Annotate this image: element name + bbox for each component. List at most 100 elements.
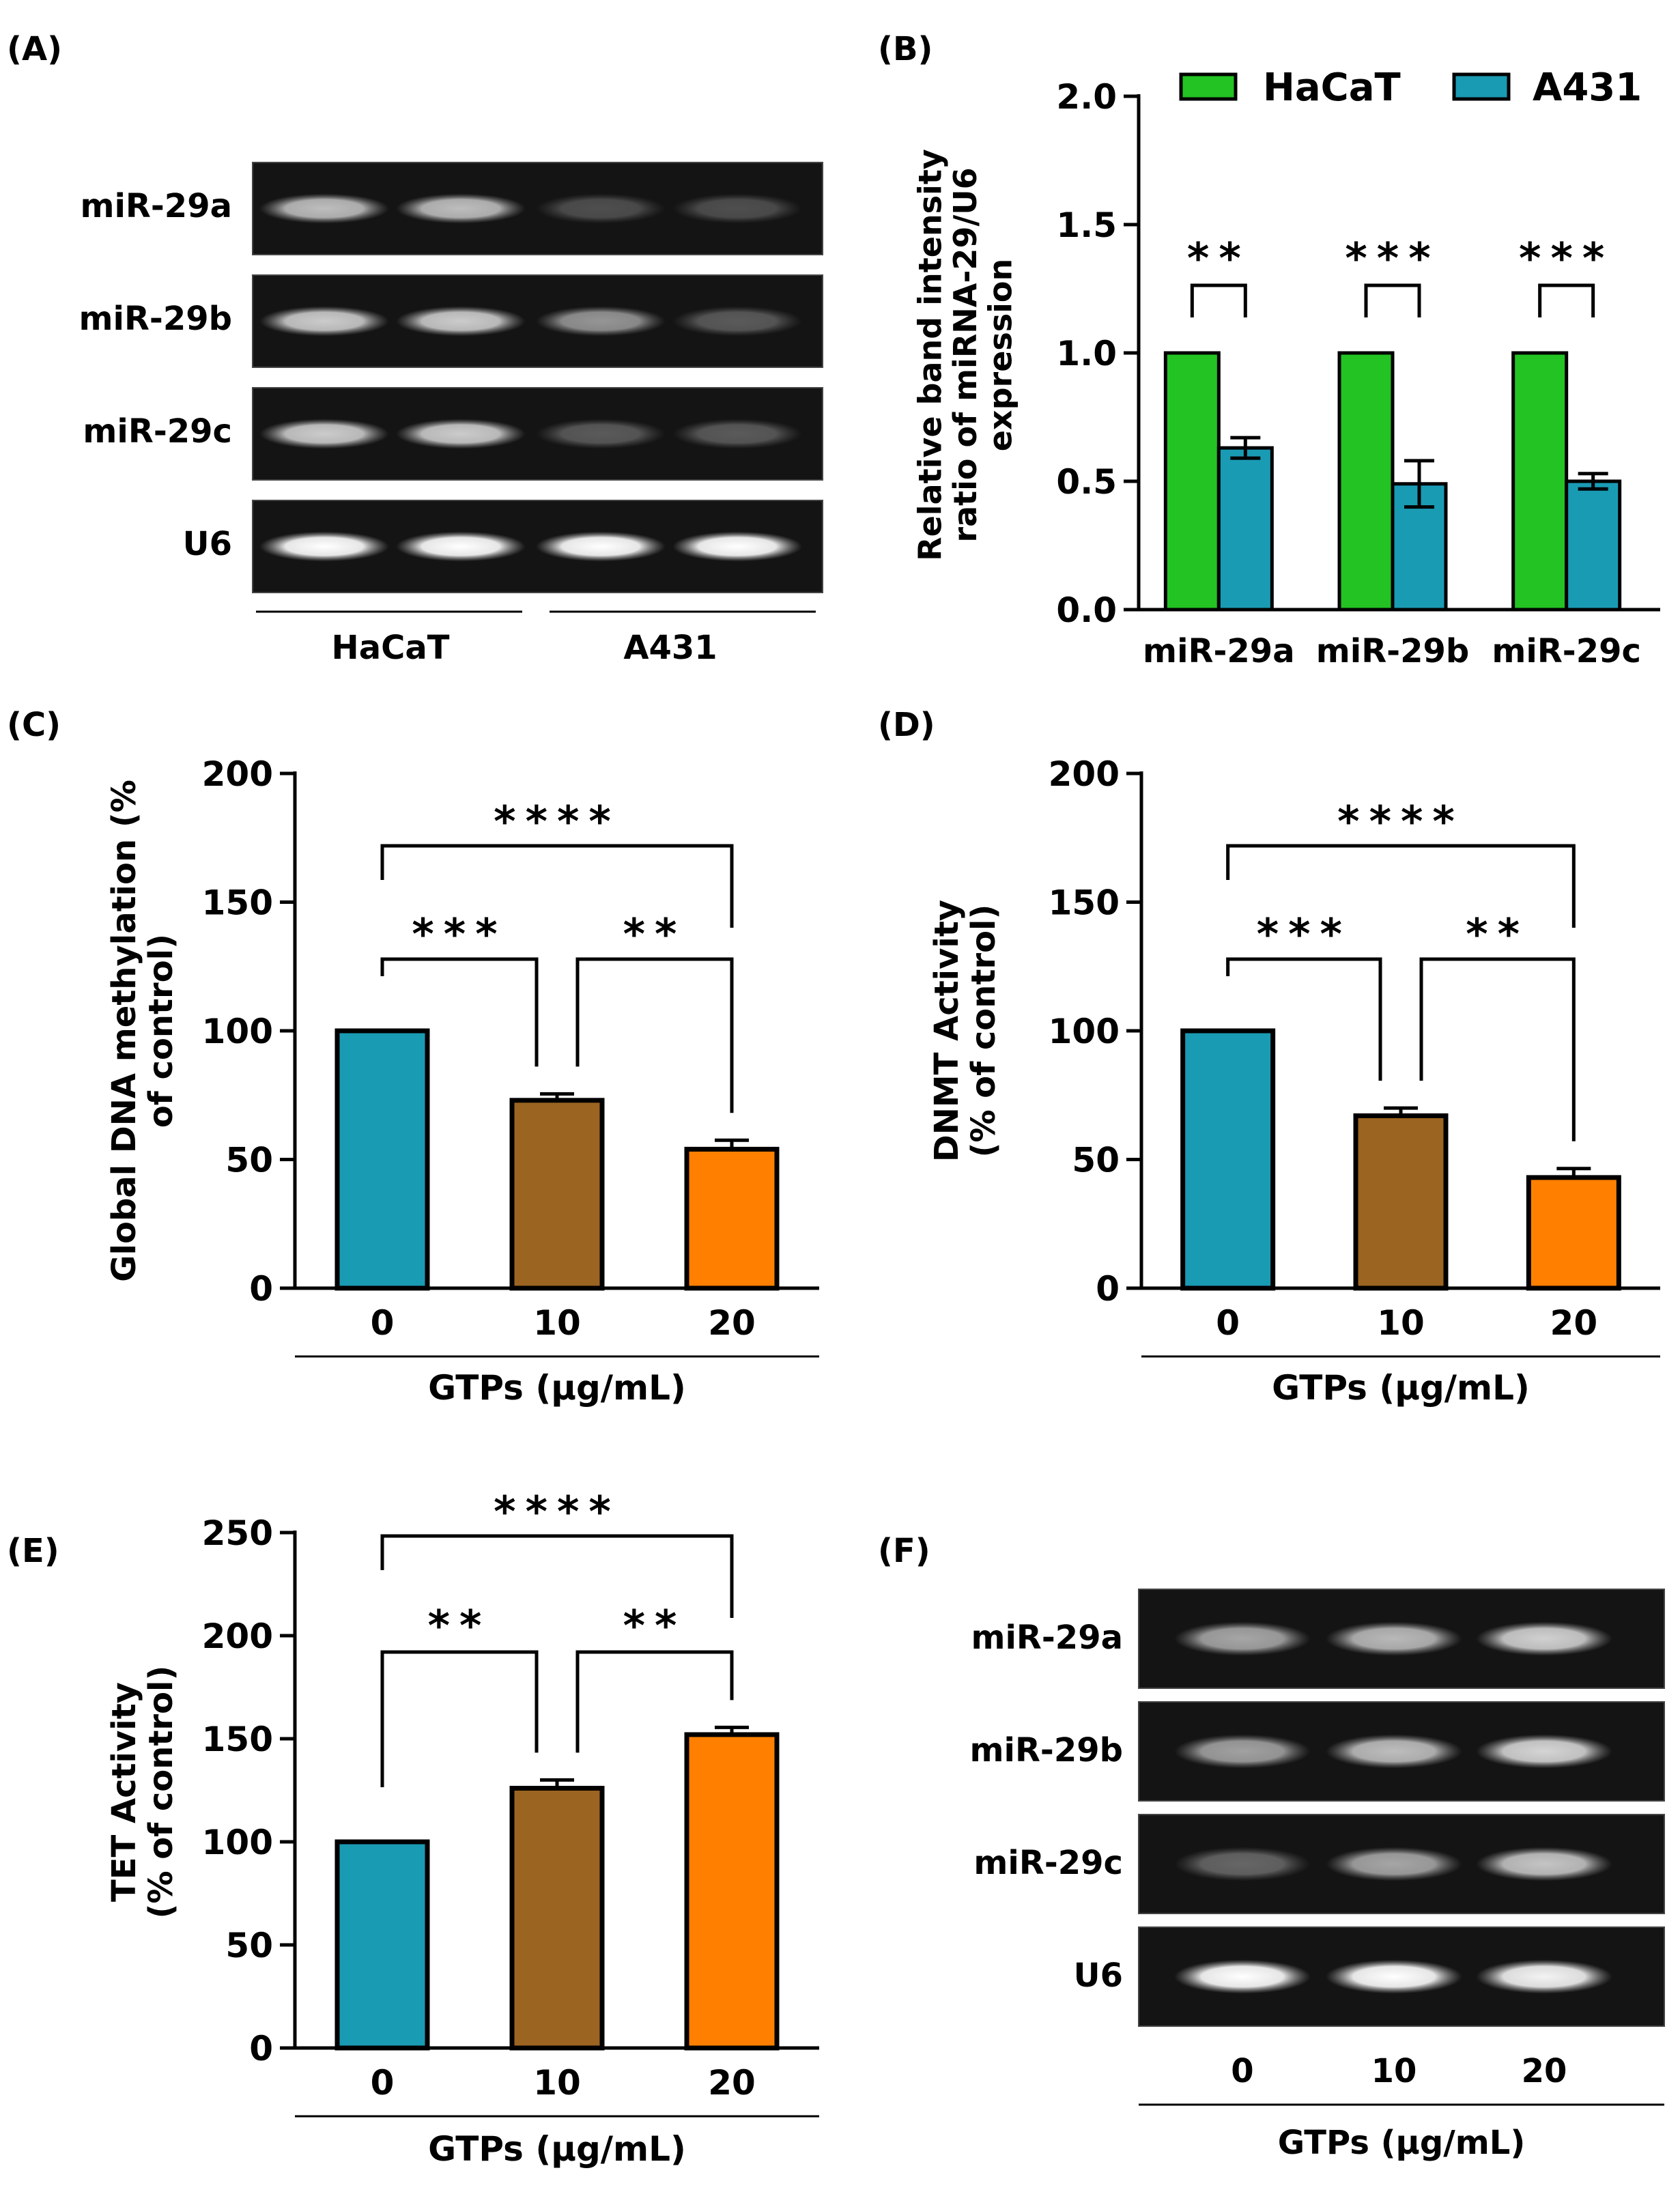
panel-label-b: (B) [878,30,932,68]
significance-bracket [575,1650,734,1753]
y-tick-label: 50 [1072,1141,1120,1180]
gel-row-label: miR-29a [80,187,232,225]
gel-band [396,193,526,224]
significance-label: ** [1187,233,1251,283]
significance-bracket [1226,957,1382,1081]
y-axis-label: DNMT Activity [928,900,966,1162]
x-tick-label: 10 [1377,1303,1425,1343]
x-tick-label: 0 [371,2063,395,2103]
gel-band [1326,1621,1462,1656]
gel-row: U6 [183,500,823,593]
gel-band [672,418,802,449]
gel-row-label: miR-29c [83,412,232,451]
gel-row-label: miR-29b [969,1731,1123,1769]
significance-label: ** [428,1601,492,1651]
bar [509,1098,605,1291]
y-axis-label: TET Activity [105,1682,143,1902]
bar-hacat [1163,351,1221,612]
gel-band [1326,1847,1462,1881]
gel-band [1476,1959,1612,1994]
significance-label: ** [1466,909,1529,959]
x-tick-label: 10 [533,1303,581,1343]
y-tick-label: 100 [1049,1012,1120,1051]
gel-band [536,193,666,224]
y-tick-label: 0 [249,2029,273,2068]
gel-band [259,418,389,449]
significance-label: **** [1337,797,1464,847]
gel-band [536,531,666,562]
gel-band [396,306,526,337]
gel-band [672,531,802,562]
y-tick-label: 200 [202,754,273,794]
x-tick-label: miR-29a [1143,632,1295,670]
y-tick-label: 200 [202,1617,273,1656]
significance-bracket [380,1534,734,1618]
gel-row: miR-29b [79,274,823,368]
bar [1353,1113,1449,1291]
y-axis-label: Global DNA methylation (% [105,780,143,1282]
bar [1526,1175,1621,1291]
y-tick-label: 200 [1049,754,1120,794]
gel-row: miR-29c [973,1814,1665,1914]
y-tick-label: 1.0 [1056,334,1117,373]
y-tick-label: 2.0 [1056,77,1117,117]
gel-band [1174,1621,1311,1656]
y-tick-label: 0 [1096,1269,1120,1309]
gel-blot-a: miR-29a miR-29b miR-29c U6 HaCaT A431 [79,162,823,667]
gel-band [259,531,389,562]
significance-bracket [1190,283,1247,317]
gel-band [672,193,802,224]
chart-b: 0.0 0.5 1.0 1.5 2.0 Relative band intensityra… [911,66,1660,670]
y-tick-label: 100 [202,1823,273,1862]
gel-row: miR-29b [969,1701,1665,1802]
panel-label-d: (D) [878,706,935,744]
x-tick-label: miR-29c [1492,632,1641,670]
x-axis-label: GTPs (µg/mL) [428,1368,686,1408]
gel-band [396,531,526,562]
significance-bracket [1538,283,1595,317]
gel-row: miR-29a [971,1589,1665,1689]
y-axis-label: of control) [142,934,180,1128]
significance-label: ** [623,909,687,959]
x-tick-label: 10 [533,2063,581,2103]
significance-bracket [1226,844,1576,928]
y-tick-label: 1.5 [1056,205,1117,245]
panel-label-e: (E) [7,1532,59,1570]
x-tick-label: 20 [708,2063,756,2103]
y-axis-label: Relative band intensity [911,149,948,561]
legend-label-a431: A431 [1533,66,1642,110]
gel-band [536,418,666,449]
significance-bracket [575,957,734,1113]
gel-row: miR-29a [80,162,823,255]
y-tick-label: 100 [202,1012,273,1051]
gel-band [1476,1621,1612,1656]
bar-a431 [1565,479,1622,612]
y-axis-label: (% of control) [142,1666,180,1919]
gel-band [536,306,666,337]
gel-band [259,306,389,337]
significance-bracket [380,957,539,1067]
y-tick-label: 150 [202,1720,273,1759]
y-tick-label: 0 [249,1269,273,1309]
group-label-hacat: HaCaT [332,629,450,667]
gel-band [1174,1847,1311,1881]
gel-band [1326,1734,1462,1769]
legend-label-hacat: HaCaT [1263,66,1401,110]
y-axis-label: ratio of miRNA-29/U6 [947,167,984,542]
y-tick-label: 50 [225,1141,273,1180]
lane-label: 20 [1522,2052,1567,2090]
x-axis-label: GTPs (µg/mL) [428,2129,686,2169]
panel-label-c: (C) [7,706,61,744]
gel-band [1476,1847,1612,1881]
x-axis-label: GTPs (µg/mL) [1272,1368,1530,1408]
significance-bracket [1364,283,1421,317]
gel-row: miR-29c [83,387,823,481]
lane-label: 0 [1231,2052,1253,2090]
x-tick-label: miR-29b [1316,632,1470,670]
panel-label-f: (F) [878,1532,930,1570]
y-tick-label: 0.5 [1056,462,1117,502]
bar-hacat [1337,351,1395,612]
